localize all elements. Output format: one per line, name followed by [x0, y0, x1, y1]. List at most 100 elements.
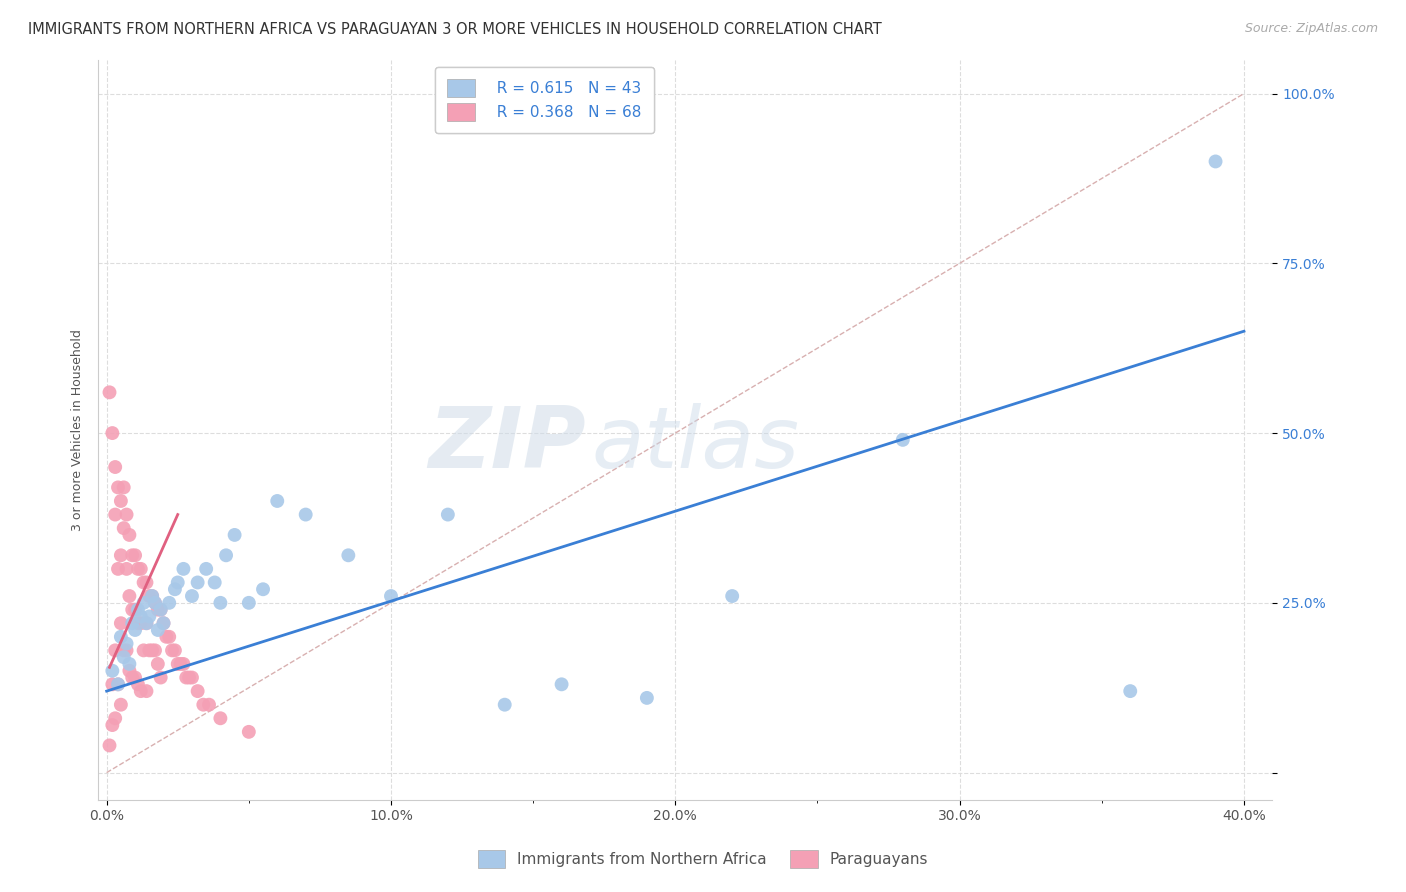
- Point: [112, 650, 135, 665]
- Point: [187, 575, 209, 590]
- Point: [132, 575, 155, 590]
- Point: [550, 677, 572, 691]
- Point: [118, 657, 141, 671]
- Text: IMMIGRANTS FROM NORTHERN AFRICA VS PARAGUAYAN 3 OR MORE VEHICLES IN HOUSEHOLD CO: IMMIGRANTS FROM NORTHERN AFRICA VS PARAG…: [28, 22, 882, 37]
- Legend:   R = 0.615   N = 43,   R = 0.368   N = 68: R = 0.615 N = 43, R = 0.368 N = 68: [434, 67, 654, 133]
- Point: [163, 643, 186, 657]
- Point: [152, 616, 174, 631]
- Point: [238, 596, 260, 610]
- Point: [146, 623, 169, 637]
- Point: [209, 596, 232, 610]
- Point: [115, 643, 138, 657]
- Point: [121, 671, 143, 685]
- Point: [121, 616, 143, 631]
- Point: [252, 582, 274, 597]
- Point: [127, 677, 149, 691]
- Text: ZIP: ZIP: [427, 403, 585, 486]
- Point: [107, 677, 129, 691]
- Point: [115, 562, 138, 576]
- Point: [129, 616, 152, 631]
- Point: [152, 616, 174, 631]
- Point: [187, 684, 209, 698]
- Point: [135, 616, 157, 631]
- Point: [101, 718, 124, 732]
- Point: [107, 677, 129, 691]
- Point: [266, 494, 288, 508]
- Point: [174, 671, 197, 685]
- Point: [127, 562, 149, 576]
- Point: [172, 562, 194, 576]
- Point: [209, 711, 232, 725]
- Point: [1119, 684, 1142, 698]
- Point: [104, 643, 127, 657]
- Point: [121, 549, 143, 563]
- Y-axis label: 3 or more Vehicles in Household: 3 or more Vehicles in Household: [72, 329, 84, 531]
- Point: [143, 596, 166, 610]
- Point: [149, 602, 172, 616]
- Point: [195, 562, 218, 576]
- Point: [107, 562, 129, 576]
- Legend: Immigrants from Northern Africa, Paraguayans: Immigrants from Northern Africa, Paragua…: [470, 843, 936, 875]
- Point: [141, 589, 163, 603]
- Point: [124, 623, 146, 637]
- Point: [104, 460, 127, 475]
- Point: [129, 562, 152, 576]
- Point: [166, 575, 188, 590]
- Point: [238, 724, 260, 739]
- Point: [157, 596, 180, 610]
- Point: [636, 690, 658, 705]
- Point: [143, 643, 166, 657]
- Point: [146, 602, 169, 616]
- Point: [110, 630, 132, 644]
- Point: [143, 596, 166, 610]
- Point: [112, 643, 135, 657]
- Point: [110, 549, 132, 563]
- Point: [380, 589, 402, 603]
- Point: [891, 433, 914, 447]
- Point: [437, 508, 460, 522]
- Text: atlas: atlas: [592, 403, 800, 486]
- Point: [149, 671, 172, 685]
- Point: [179, 671, 201, 685]
- Point: [294, 508, 316, 522]
- Point: [155, 630, 177, 644]
- Point: [141, 643, 163, 657]
- Point: [118, 528, 141, 542]
- Point: [98, 739, 121, 753]
- Point: [160, 643, 183, 657]
- Point: [110, 698, 132, 712]
- Point: [138, 589, 160, 603]
- Point: [110, 616, 132, 631]
- Point: [337, 549, 360, 563]
- Point: [157, 630, 180, 644]
- Point: [135, 684, 157, 698]
- Point: [149, 602, 172, 616]
- Point: [124, 671, 146, 685]
- Point: [118, 589, 141, 603]
- Point: [141, 589, 163, 603]
- Point: [181, 589, 204, 603]
- Point: [110, 494, 132, 508]
- Point: [494, 698, 516, 712]
- Point: [138, 643, 160, 657]
- Point: [138, 609, 160, 624]
- Point: [1205, 154, 1227, 169]
- Point: [115, 508, 138, 522]
- Point: [169, 657, 191, 671]
- Point: [112, 521, 135, 535]
- Point: [146, 657, 169, 671]
- Point: [124, 602, 146, 616]
- Point: [118, 664, 141, 678]
- Point: [135, 575, 157, 590]
- Point: [166, 657, 188, 671]
- Point: [127, 616, 149, 631]
- Point: [198, 698, 221, 712]
- Point: [193, 698, 215, 712]
- Point: [129, 609, 152, 624]
- Point: [101, 426, 124, 441]
- Point: [181, 671, 204, 685]
- Point: [101, 664, 124, 678]
- Point: [98, 385, 121, 400]
- Point: [172, 657, 194, 671]
- Point: [104, 711, 127, 725]
